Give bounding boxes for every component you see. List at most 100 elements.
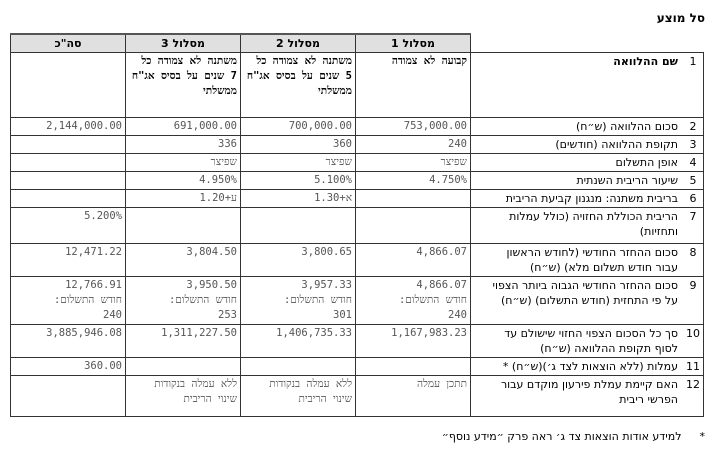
row-label-cell: 1 שם ההלוואה <box>470 52 704 118</box>
row-label-cell: 3 תקופת ההלוואה (חודשים) <box>470 135 704 154</box>
value-cell: 3,804.50 <box>125 243 241 277</box>
value-cell: 12,766.91 חודש התשלום: 240 <box>10 276 126 325</box>
row-label-cell: 5 שיעור הריבית השנתית <box>470 171 704 190</box>
table-row: 2 סכום ההלוואה (ש״ח) 753,000.00 700,000.00 6… <box>10 117 704 136</box>
row-label: שיעור הריבית השנתית <box>576 174 678 187</box>
value-cell: 5.100% <box>240 171 356 190</box>
value-cell: משתנה לא צמודה כל 7 שנים על בסיס אג"ח ממ… <box>125 52 241 118</box>
table-row: 12 האם קיימת עמלת פירעון מוקדם עבור הפרשי… <box>10 375 704 417</box>
value-cell: 3,800.65 <box>240 243 356 277</box>
value-cell: ע+1.20 <box>125 189 241 208</box>
table-row: 10 סך כל הסכום הצפוי החזוי שישולם עד לסוף… <box>10 324 704 358</box>
value-cell: ללא עמלה בנקודות שינוי הריבית <box>125 375 241 417</box>
row-number: 4 <box>689 156 697 169</box>
row-label-cell: 6 בריבית משתנה: מנגנון קביעת הריבית <box>470 189 704 208</box>
table-row: 11 עמלות (ללא הוצאות לצד ג׳)(ש״ח) * 360.00 <box>10 357 704 376</box>
value-cell: שפיצר <box>355 153 471 172</box>
loan-offer-table: מסלול 1 מסלול 2 מסלול 3 סה"כ 1 שם ההלוואה… <box>10 33 704 417</box>
value-cell: שפיצר <box>125 153 241 172</box>
value-cell: קבועה לא צמודה <box>355 52 471 118</box>
row-number: 10 <box>686 327 700 340</box>
value-cell <box>10 375 126 417</box>
row-label: עמלות (ללא הוצאות לצד ג׳)(ש״ח) * <box>502 360 678 373</box>
row-number: 1 <box>689 55 697 68</box>
value-cell: 336 <box>125 135 241 154</box>
row-label-cell: 10 סך כל הסכום הצפוי החזוי שישולם עד לסוף… <box>470 324 704 358</box>
value-cell <box>10 171 126 190</box>
row-label-cell: 9 סכום ההחזר החודשי הגבוה ביותר הצפוי על … <box>470 276 704 325</box>
value-cell: 12,471.22 <box>10 243 126 277</box>
value-cell: 3,957.33 חודש התשלום: 301 <box>240 276 356 325</box>
row-number: 8 <box>689 246 697 259</box>
row-label: האם קיימת עמלת פירעון מוקדם עבור הפרשי ר… <box>500 378 678 406</box>
value-cell: 360.00 <box>10 357 126 376</box>
row-label: סכום ההחזר החודשי הגבוה ביותר הצפוי על פ… <box>492 279 679 307</box>
row-label: שם ההלוואה <box>613 55 678 68</box>
value-cell: 1,311,227.50 <box>125 324 241 358</box>
value-cell: 3,885,946.08 <box>10 324 126 358</box>
value-cell: 691,000.00 <box>125 117 241 136</box>
value-cell <box>240 357 356 376</box>
row-label-cell: 4 אופן התשלום <box>470 153 704 172</box>
value-cell <box>355 207 471 244</box>
value-cell <box>10 52 126 118</box>
row-label: הריבית הכוללת החזויה (כולל עמלות ותחזיות… <box>509 210 678 238</box>
header-blank <box>470 34 704 53</box>
value-cell: 3,950.50 חודש התשלום: 253 <box>125 276 241 325</box>
value-cell: 240 <box>355 135 471 154</box>
row-number: 2 <box>689 120 697 133</box>
value-cell: א+1.30 <box>240 189 356 208</box>
value-cell: 4,866.07 <box>355 243 471 277</box>
value-cell: משתנה לא צמודה כל 5 שנים על בסיס אג"ח ממ… <box>240 52 356 118</box>
value-cell: 2,144,000.00 <box>10 117 126 136</box>
value-cell: ללא עמלה בנקודות שינוי הריבית <box>240 375 356 417</box>
row-label-cell: 2 סכום ההלוואה (ש״ח) <box>470 117 704 136</box>
value-cell: 1,167,983.23 <box>355 324 471 358</box>
row-label: סכום ההחזר החודשי (לחודש הראשון עבור חוד… <box>506 246 678 274</box>
footnote-star: * <box>699 430 706 443</box>
value-cell: 360 <box>240 135 356 154</box>
table-row: 9 סכום ההחזר החודשי הגבוה ביותר הצפוי על … <box>10 276 704 325</box>
row-label-cell: 8 סכום ההחזר החודשי (לחודש הראשון עבור חו… <box>470 243 704 277</box>
row-label: תקופת ההלוואה (חודשים) <box>555 138 678 151</box>
row-number: 12 <box>686 378 700 391</box>
table-row: 3 תקופת ההלוואה (חודשים) 240 360 336 <box>10 135 704 154</box>
table-row: 7 הריבית הכוללת החזויה (כולל עמלות ותחזיו… <box>10 207 704 244</box>
row-number: 6 <box>689 192 697 205</box>
row-label-cell: 7 הריבית הכוללת החזויה (כולל עמלות ותחזיו… <box>470 207 704 244</box>
table-row: 4אופן התשלום שפיצר שפיצר שפיצר <box>10 153 704 172</box>
table-row: 1שם ההלוואה קבועה לא צמודה משתנה לא צמודה … <box>10 52 704 118</box>
value-cell <box>10 189 126 208</box>
header-track-2: מסלול 2 <box>240 33 356 53</box>
row-label-cell: 12 האם קיימת עמלת פירעון מוקדם עבור הפרשי… <box>470 375 704 417</box>
value-cell <box>10 135 126 154</box>
row-label-cell: 11 עמלות (ללא הוצאות לצד ג׳)(ש״ח) * <box>470 357 704 376</box>
value-cell <box>10 153 126 172</box>
value-cell: 1,406,735.33 <box>240 324 356 358</box>
value-cell: 753,000.00 <box>355 117 471 136</box>
value-cell <box>355 189 471 208</box>
value-cell: 4,866.07 חודש התשלום: 240 <box>355 276 471 325</box>
row-number: 9 <box>689 279 697 292</box>
row-number: 11 <box>686 360 700 373</box>
value-cell: 4.950% <box>125 171 241 190</box>
value-cell: שפיצר <box>240 153 356 172</box>
row-number: 3 <box>689 138 697 151</box>
table-row: 6 בריבית משתנה: מנגנון קביעת הריבית א+1.30… <box>10 189 704 208</box>
value-cell: 4.750% <box>355 171 471 190</box>
value-cell <box>240 207 356 244</box>
table-row: 5 שיעור הריבית השנתית 4.750% 5.100% 4.950% <box>10 171 704 190</box>
value-cell: 5.200% <box>10 207 126 244</box>
header-total: סה"כ <box>10 33 126 53</box>
footnote-text: למידע אודות הוצאות צד ג׳ ראה פרק ״מידע נ… <box>441 430 682 443</box>
value-cell <box>355 357 471 376</box>
value-cell <box>125 357 241 376</box>
row-number: 7 <box>689 210 697 223</box>
value-cell: תתכן עמלה <box>355 375 471 417</box>
value-cell <box>125 207 241 244</box>
value-cell: 700,000.00 <box>240 117 356 136</box>
footnote: * למידע אודות הוצאות צד ג׳ ראה פרק ״מידע… <box>442 430 705 443</box>
row-label: אופן התשלום <box>615 156 678 169</box>
header-row: מסלול 1 מסלול 2 מסלול 3 סה"כ <box>10 33 704 53</box>
row-label: סכום ההלוואה (ש״ח) <box>575 120 678 133</box>
